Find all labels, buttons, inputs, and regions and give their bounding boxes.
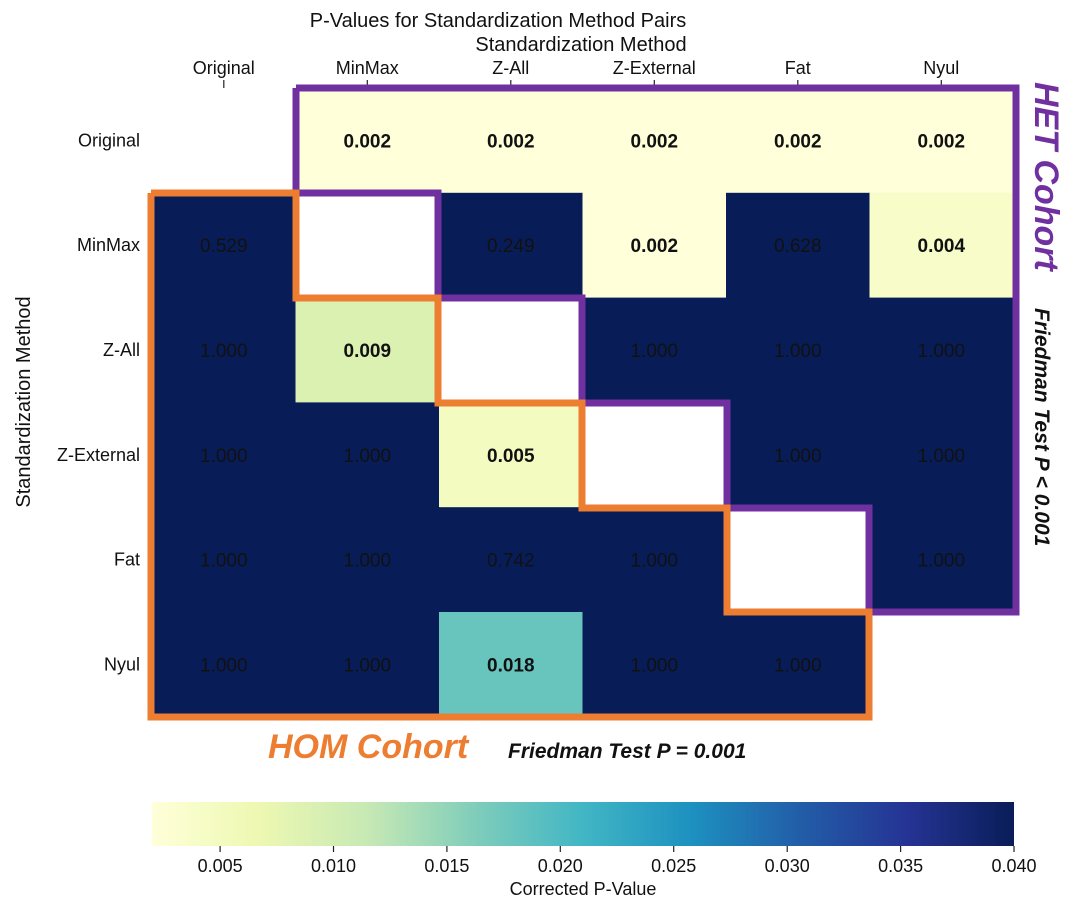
- heatmap-cells: [152, 88, 1014, 718]
- x-tick-label: Fat: [785, 58, 811, 78]
- y-tick-label: Fat: [114, 550, 140, 570]
- cell-value-label: 0.018: [487, 655, 535, 676]
- heatmap-cell: [295, 88, 440, 194]
- heatmap-cell: [869, 402, 1014, 508]
- het-cohort-label: HET Cohort: [1027, 82, 1065, 273]
- cell-value-label: 1.000: [774, 446, 822, 467]
- cell-value-label: 0.249: [487, 236, 535, 257]
- cell-value-label: 1.000: [918, 551, 966, 572]
- colorbar-tick-label: 0.025: [651, 856, 696, 876]
- hom-friedman-test: Friedman Test P = 0.001: [508, 740, 746, 763]
- cell-value-label: 0.742: [487, 551, 535, 572]
- heatmap-cell: [869, 507, 1014, 613]
- het-cohort-outline: [292, 84, 1020, 616]
- heatmap-cell: [582, 297, 727, 403]
- cell-value-label: 0.009: [344, 341, 392, 362]
- y-tick-label: Z-All: [103, 340, 140, 360]
- colorbar-tick-label: 0.015: [424, 856, 469, 876]
- x-tick-label: Original: [193, 58, 255, 78]
- y-axis-label: Standardization Method: [13, 296, 35, 507]
- y-axis-ticks: Original MinMax Z-All Z-External Fat Nyul: [57, 130, 140, 674]
- colorbar-tick-label: 0.040: [991, 856, 1036, 876]
- x-axis-label: Standardization Method: [475, 34, 686, 56]
- cell-value-label: 1.000: [631, 341, 679, 362]
- heatmap-cell: [582, 88, 727, 194]
- colorbar-tick-label: 0.010: [311, 856, 356, 876]
- heatmap-cell: [152, 402, 297, 508]
- heatmap-cell: [439, 402, 584, 508]
- y-tick-label: Original: [78, 130, 140, 150]
- cell-value-label: 1.000: [918, 446, 966, 467]
- colorbar-tick-label: 0.005: [198, 856, 243, 876]
- colorbar-label: Corrected P-Value: [510, 879, 657, 899]
- cell-value-label: 0.002: [631, 131, 679, 152]
- heatmap-cell: [295, 612, 440, 718]
- heatmap-cell: [726, 297, 871, 403]
- heatmap-cell: [869, 192, 1014, 299]
- heatmap-cell: [439, 88, 584, 194]
- heatmap-cell-labels: 0.002 0.002 0.002 0.002 0.002 0.529 0.249 0.002…: [200, 131, 965, 676]
- colorbar-tick-label: 0.020: [538, 856, 583, 876]
- colorbar: [152, 802, 1014, 846]
- heatmap-cell: [152, 297, 297, 403]
- cell-value-label: 1.000: [200, 341, 248, 362]
- heatmap-cell: [582, 612, 727, 718]
- y-tick-label: Nyul: [104, 654, 140, 674]
- cell-value-label: 1.000: [200, 446, 248, 467]
- cell-value-label: 0.002: [631, 236, 679, 257]
- chart-title: P-Values for Standardization Method Pair…: [310, 10, 687, 32]
- cell-value-label: 1.000: [344, 446, 392, 467]
- cell-value-label: 1.000: [344, 655, 392, 676]
- colorbar-tick-label: 0.035: [878, 856, 923, 876]
- cell-value-label: 1.000: [200, 655, 248, 676]
- heatmap-cell: [439, 192, 584, 299]
- heatmap-cell: [152, 507, 297, 613]
- x-axis-ticks: Original MinMax Z-All Z-External Fat Nyul: [193, 58, 959, 88]
- heatmap-cell: [295, 507, 440, 613]
- heatmap-cell: [869, 297, 1014, 403]
- heatmap-cell: [726, 192, 871, 299]
- colorbar-tick-label: 0.030: [765, 856, 810, 876]
- cell-value-label: 1.000: [918, 341, 966, 362]
- cell-value-label: 0.002: [918, 131, 966, 152]
- heatmap-cell: [152, 192, 297, 299]
- heatmap-cell: [726, 88, 871, 194]
- cell-value-label: 1.000: [774, 655, 822, 676]
- cell-value-label: 0.005: [487, 446, 535, 467]
- cell-value-label: 1.000: [200, 551, 248, 572]
- heatmap-cell: [726, 612, 871, 718]
- cell-value-label: 0.002: [774, 131, 822, 152]
- cell-value-label: 0.004: [918, 236, 966, 257]
- hom-cohort-outline: [147, 189, 873, 721]
- het-friedman-test: Friedman Test P < 0.001: [1030, 308, 1053, 546]
- heatmap-cell: [295, 297, 440, 403]
- cell-value-label: 1.000: [774, 341, 822, 362]
- heatmap-cell: [582, 192, 727, 299]
- hom-cohort-label: HOM Cohort: [268, 728, 470, 766]
- x-tick-label: Z-External: [613, 58, 696, 78]
- y-tick-label: MinMax: [77, 235, 140, 255]
- cell-value-label: 1.000: [344, 551, 392, 572]
- heatmap-cell: [439, 507, 584, 613]
- heatmap-cell: [869, 88, 1014, 194]
- cell-value-label: 1.000: [631, 551, 679, 572]
- heatmap-cell: [295, 402, 440, 508]
- x-tick-label: MinMax: [336, 58, 399, 78]
- cell-value-label: 0.628: [774, 236, 822, 257]
- heatmap-cell: [726, 402, 871, 508]
- heatmap-cell: [439, 612, 584, 718]
- heatmap-cell: [152, 612, 297, 718]
- x-tick-label: Nyul: [923, 58, 959, 78]
- cell-value-label: 0.002: [487, 131, 535, 152]
- heatmap-cell: [582, 507, 727, 613]
- cell-value-label: 1.000: [631, 655, 679, 676]
- colorbar-ticks: 0.005 0.010 0.015 0.020 0.025 0.030 0.035 0.040: [198, 846, 1037, 876]
- x-tick-label: Z-All: [492, 58, 529, 78]
- cell-value-label: 0.002: [344, 131, 392, 152]
- cell-value-label: 0.529: [200, 236, 248, 257]
- y-tick-label: Z-External: [57, 445, 140, 465]
